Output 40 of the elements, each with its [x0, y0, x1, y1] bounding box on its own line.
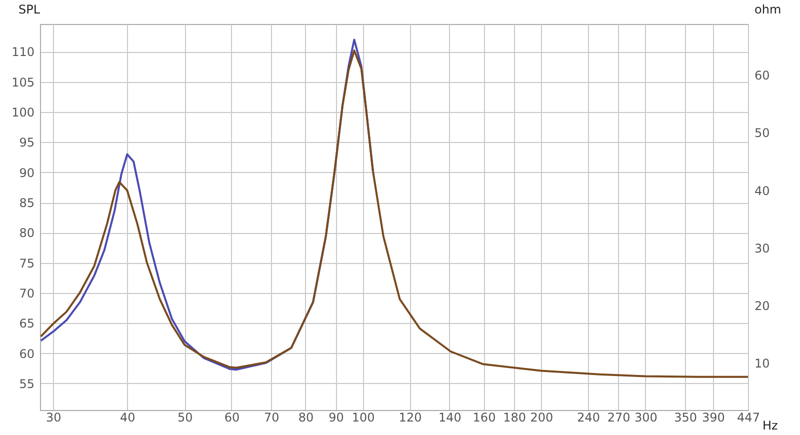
- y2-tick-label: 30: [754, 241, 770, 256]
- y-tick-label: 90: [19, 166, 34, 180]
- x-tick-label: 350: [674, 410, 698, 424]
- x-tick-label: 447: [737, 410, 760, 424]
- y-tick-label: 75: [19, 256, 34, 270]
- x-tick-label: 80: [298, 410, 314, 424]
- x-tick-label: 140: [438, 410, 462, 424]
- y2-axis-title: ohm: [754, 2, 782, 16]
- x-tick-label: 180: [503, 410, 526, 424]
- y-tick-label: 110: [12, 45, 34, 60]
- x-tick-label: 390: [702, 410, 725, 424]
- y-axis-title: SPL: [18, 2, 40, 16]
- x-tick-label: 200: [530, 410, 554, 424]
- y-tick-label: 80: [19, 226, 34, 240]
- x-tick-label: 160: [472, 410, 496, 424]
- x-tick-label: 100: [352, 410, 375, 424]
- x-axis-title: Hz: [762, 418, 778, 432]
- y-tick-label: 105: [12, 75, 34, 90]
- x-tick-label: 60: [224, 410, 240, 424]
- x-tick-label: 30: [46, 410, 62, 424]
- x-tick-label: 70: [264, 410, 280, 424]
- y2-tick-label: 10: [754, 356, 770, 370]
- x-tick-label: 40: [120, 410, 136, 424]
- y2-tick-label: 20: [754, 298, 770, 313]
- y-tick-label: 100: [12, 106, 34, 120]
- y-tick-label: 55: [19, 376, 34, 391]
- x-tick-label: 270: [607, 410, 630, 424]
- x-tick-label: 120: [398, 410, 422, 424]
- y-tick-label: 65: [19, 316, 34, 331]
- y-tick-label: 70: [19, 286, 34, 300]
- y-tick-label: 95: [19, 136, 34, 150]
- x-tick-label: 300: [634, 410, 658, 424]
- y2-tick-label: 60: [754, 68, 770, 83]
- y2-tick-label: 50: [754, 126, 770, 140]
- x-tick-label: 90: [328, 410, 344, 424]
- y-tick-label: 60: [19, 346, 34, 361]
- y2-tick-label: 40: [754, 184, 770, 198]
- y-tick-label: 85: [19, 196, 34, 210]
- x-tick-label: 50: [177, 410, 193, 424]
- x-tick-label: 240: [577, 410, 600, 424]
